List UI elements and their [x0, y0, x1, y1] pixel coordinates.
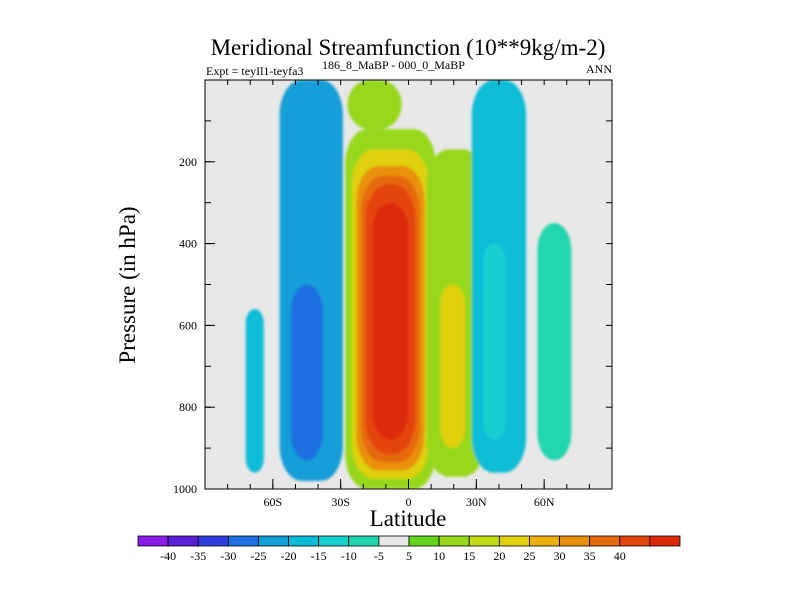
colorbar-label: -5 [374, 549, 384, 563]
colorbar-label: 20 [493, 549, 505, 563]
x-tick-label: 60N [534, 495, 555, 509]
colorbar-label: -15 [311, 549, 327, 563]
colorbar-label: 30 [554, 549, 566, 563]
y-tick-label: 800 [179, 400, 197, 414]
colorbar-swatch [258, 535, 289, 547]
colorbar-label: 40 [614, 549, 626, 563]
experiment-label: Expt = teyIl1-teyfa3 [206, 64, 303, 78]
contour-region-sh-polar-cell [245, 309, 264, 473]
colorbar-label: -25 [250, 549, 266, 563]
colorbar-swatch [498, 535, 530, 547]
contour-region-nh-outer-cell [537, 223, 572, 461]
y-axis-label: Pressure (in hPa) [115, 206, 140, 363]
colorbar-swatch [227, 535, 259, 547]
contour-region-nh-ferrel-cell-core [483, 243, 506, 440]
colorbar-label: 10 [433, 549, 445, 563]
colorbar-label: 5 [406, 549, 412, 563]
colorbar-swatch [529, 535, 560, 547]
colorbar-label: -20 [281, 549, 297, 563]
chart-title: Meridional Streamfunction (10**9kg/m-2) [211, 35, 606, 60]
colorbar-swatch [167, 535, 199, 547]
colorbar-swatch [589, 535, 621, 547]
colorbar-swatch [468, 535, 500, 547]
colorbar-label: -35 [190, 549, 206, 563]
x-tick-label: 60S [263, 495, 282, 509]
colorbar-swatch [137, 535, 169, 547]
colorbar-swatch [619, 535, 651, 547]
colorbar-label: -10 [341, 549, 357, 563]
x-tick-label: 30N [466, 495, 487, 509]
contour-region-hadley-cell-core [372, 202, 409, 440]
contour-region-sh-ferrel-cell-core [290, 284, 323, 461]
contour-region-upper-positive-band [347, 80, 402, 130]
contour-fill [245, 80, 572, 489]
colorbar-swatch [348, 535, 380, 547]
x-tick-label: 0 [406, 495, 412, 509]
colorbar-swatch [438, 535, 470, 547]
y-tick-label: 600 [179, 318, 197, 332]
colorbar-swatch [559, 535, 591, 547]
colorbar-swatch [378, 535, 410, 547]
x-axis-label: Latitude [370, 506, 447, 531]
colorbar-swatch [197, 535, 229, 547]
colorbar-swatch [408, 535, 440, 547]
x-tick-label: 30S [331, 495, 350, 509]
y-tick-label: 400 [179, 237, 197, 251]
colorbar-swatch [318, 535, 350, 547]
colorbar-label: -30 [220, 549, 236, 563]
colorbar-swatch [288, 535, 320, 547]
colorbar-label: 35 [584, 549, 596, 563]
colorbar-label: 25 [523, 549, 535, 563]
colorbar-label: -40 [160, 549, 176, 563]
period-label: 186_8_MaBP - 000_0_MaBP [322, 58, 465, 72]
y-axis: 200 400 600 800 1000 [173, 120, 612, 496]
y-tick-label: 1000 [173, 482, 197, 496]
colorbar-swatch [649, 535, 681, 547]
x-axis: 60S 30S 0 30N 60N [227, 80, 590, 509]
contour-region-nh-subsidiary-cell-core [440, 284, 466, 449]
colorbar-label: 15 [463, 549, 475, 563]
season-label: ANN [586, 62, 612, 76]
y-tick-label: 200 [179, 155, 197, 169]
colorbar: -40 -35 -30 -25 -20 -15 -10 -5 5 10 15 20 25 30 35 40 [137, 535, 681, 563]
